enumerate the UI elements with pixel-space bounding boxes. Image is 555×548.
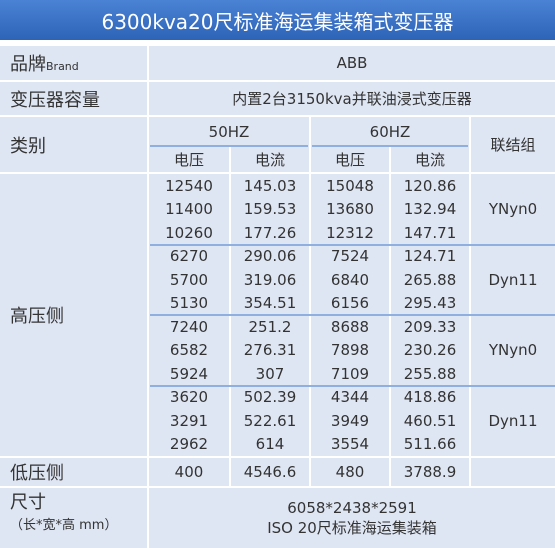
value-cell: 460.51 — [391, 409, 469, 433]
size-unit: （长*宽*高 mm） — [10, 518, 118, 533]
value-cell: 400 — [149, 458, 229, 486]
value-cell: 6270 — [149, 244, 229, 268]
value-cell: 354.51 — [231, 291, 309, 315]
value-cell: 3788.9 — [391, 458, 469, 486]
value-cell: 124.71 — [391, 244, 469, 268]
value-cell: 6156 — [311, 291, 389, 315]
value-cell: 147.71 — [391, 221, 469, 245]
value-cell: 2962 — [149, 432, 229, 456]
value-cell: 511.66 — [391, 432, 469, 456]
value-cell: 10260 — [149, 221, 229, 245]
sub-header: 电压 — [311, 146, 389, 172]
value-cell: 7240 — [149, 315, 229, 339]
category-label: 类别 — [0, 117, 147, 172]
value-cell: 11400 — [149, 197, 229, 221]
size-line: 6058*2438*2591 — [287, 498, 417, 517]
value-cell: 159.53 — [231, 197, 309, 221]
value-cell: 7898 — [311, 338, 389, 362]
value-cell: 295.43 — [391, 291, 469, 315]
separator — [150, 243, 555, 246]
connection: YNyn0 — [471, 315, 555, 386]
value-cell: 319.06 — [231, 268, 309, 292]
value-cell: 7524 — [311, 244, 389, 268]
value-cell: 5700 — [149, 268, 229, 292]
size-label-text: 尺寸 — [10, 492, 46, 513]
connection: Dyn11 — [471, 244, 555, 315]
value-cell: 15048 — [311, 174, 389, 198]
capacity-label: 变压器容量 — [0, 82, 147, 115]
value-cell: 276.31 — [231, 338, 309, 362]
value-cell: 12540 — [149, 174, 229, 198]
value-cell: 522.61 — [231, 409, 309, 433]
value-cell: 3620 — [149, 385, 229, 409]
connection: Dyn11 — [471, 385, 555, 456]
value-cell: 480 — [311, 458, 389, 486]
separator — [150, 145, 308, 147]
brand-label-sub: Brand — [46, 59, 79, 73]
value-cell: 5924 — [149, 362, 229, 386]
value-cell: 6582 — [149, 338, 229, 362]
connection: YNyn0 — [471, 174, 555, 245]
empty-cell — [471, 458, 555, 486]
value-cell: 13680 — [311, 197, 389, 221]
brand-label: 品牌 Brand — [0, 46, 147, 80]
size-label: 尺寸 （长*宽*高 mm） — [0, 488, 147, 548]
title: 6300kva20尺标准海运集装箱式变压器 — [0, 0, 555, 40]
size-line: ISO 20尺标准海运集装箱 — [267, 518, 437, 537]
value-cell: 230.26 — [391, 338, 469, 362]
value-cell: 4344 — [311, 385, 389, 409]
value-cell: 209.33 — [391, 315, 469, 339]
separator — [150, 384, 555, 387]
capacity-value: 内置2台3150kva并联油浸式变压器 — [149, 82, 555, 115]
value-cell: 4546.6 — [231, 458, 309, 486]
low-label: 低压侧 — [0, 458, 147, 486]
value-cell: 418.86 — [391, 385, 469, 409]
brand-label-text: 品牌 — [10, 54, 46, 75]
sub-header: 电压 — [149, 146, 229, 172]
value-cell: 3949 — [311, 409, 389, 433]
freq-label: 60HZ — [311, 117, 469, 146]
value-cell: 6840 — [311, 268, 389, 292]
value-cell: 614 — [231, 432, 309, 456]
value-cell: 120.86 — [391, 174, 469, 198]
value-cell: 145.03 — [231, 174, 309, 198]
size-value: 6058*2438*2591 ISO 20尺标准海运集装箱 — [149, 488, 555, 548]
freq-label: 50HZ — [149, 117, 309, 146]
high-label: 高压侧 — [0, 174, 147, 456]
value-cell: 12312 — [311, 221, 389, 245]
separator — [312, 145, 468, 147]
value-cell: 177.26 — [231, 221, 309, 245]
brand-value: ABB — [149, 46, 555, 80]
group-label: 联结组 — [471, 117, 555, 172]
sub-header: 电流 — [391, 146, 469, 172]
value-cell: 502.39 — [231, 385, 309, 409]
value-cell: 255.88 — [391, 362, 469, 386]
value-cell: 251.2 — [231, 315, 309, 339]
separator — [150, 314, 555, 316]
value-cell: 3554 — [311, 432, 389, 456]
value-cell: 290.06 — [231, 244, 309, 268]
value-cell: 307 — [231, 362, 309, 386]
value-cell: 7109 — [311, 362, 389, 386]
value-cell: 132.94 — [391, 197, 469, 221]
value-cell: 3291 — [149, 409, 229, 433]
value-cell: 265.88 — [391, 268, 469, 292]
value-cell: 5130 — [149, 291, 229, 315]
value-cell: 8688 — [311, 315, 389, 339]
sub-header: 电流 — [231, 146, 309, 172]
